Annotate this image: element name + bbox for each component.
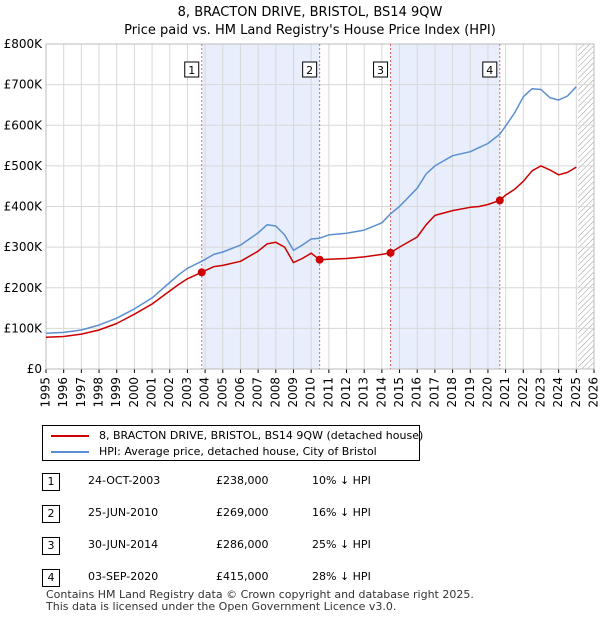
y-tick-label: £0 bbox=[27, 362, 42, 376]
sale-number: 4 bbox=[42, 569, 60, 587]
x-tick-label: 2014 bbox=[374, 377, 388, 408]
x-tick-label: 2023 bbox=[533, 377, 547, 408]
footer: Contains HM Land Registry data © Crown c… bbox=[46, 589, 474, 613]
y-tick-label: £700K bbox=[4, 78, 44, 92]
series-line bbox=[45, 86, 577, 335]
sale-label-number: 3 bbox=[377, 64, 384, 77]
x-tick-label: 2019 bbox=[463, 377, 477, 408]
x-tick-label: 1996 bbox=[56, 377, 70, 408]
x-tick-label: 2012 bbox=[339, 377, 353, 408]
x-tick-label: 2018 bbox=[445, 377, 459, 408]
sale-point bbox=[386, 248, 395, 257]
x-tick-label: 2017 bbox=[427, 377, 441, 408]
legend-property-label: 8, BRACTON DRIVE, BRISTOL, BS14 9QW (det… bbox=[99, 429, 424, 442]
x-tick-label: 2008 bbox=[268, 377, 282, 408]
sale-price: £269,000 bbox=[216, 506, 269, 519]
plot-area: £0 £100K £200K £300K £400K £500K £600K £700K £80… bbox=[4, 37, 600, 408]
sale-label-box bbox=[302, 61, 318, 78]
y-tick-label: £200K bbox=[4, 281, 44, 295]
x-tick-label: 1999 bbox=[109, 377, 123, 408]
x-tick-label: 1995 bbox=[39, 377, 53, 408]
y-tick-label: £800K bbox=[4, 37, 44, 51]
sale-label-box bbox=[184, 61, 200, 78]
y-tick-label: £500K bbox=[4, 159, 44, 173]
x-tick-label: 2020 bbox=[480, 377, 494, 408]
x-tick-label: 2009 bbox=[286, 377, 300, 408]
x-tick-label: 2016 bbox=[410, 377, 424, 408]
chart-subtitle: Price paid vs. HM Land Registry's House … bbox=[124, 23, 496, 38]
x-tick-label: 2002 bbox=[162, 377, 176, 408]
x-tick-label: 2025 bbox=[569, 377, 583, 408]
sale-date: 30-JUN-2014 bbox=[88, 538, 159, 551]
series-line bbox=[45, 165, 577, 339]
x-tick-label: 2004 bbox=[198, 377, 212, 408]
x-tick-label: 2026 bbox=[587, 377, 600, 408]
sale-point bbox=[315, 255, 324, 264]
y-tick-label: £100K bbox=[4, 321, 44, 335]
x-tick-label: 2021 bbox=[498, 377, 512, 408]
y-tick-label: £400K bbox=[4, 200, 44, 214]
legend-property-swatch bbox=[51, 435, 89, 437]
footer-licence: This data is licensed under the Open Gov… bbox=[46, 600, 397, 613]
x-tick-label: 2010 bbox=[304, 377, 318, 408]
sale-label-box bbox=[373, 61, 389, 78]
sale-label-number: 1 bbox=[188, 64, 195, 77]
footer-copyright: Contains HM Land Registry data © Crown c… bbox=[46, 588, 474, 601]
sale-delta: 25% ↓ HPI bbox=[312, 538, 371, 551]
sale-date: 03-SEP-2020 bbox=[88, 570, 159, 583]
sale-date: 24-OCT-2003 bbox=[88, 474, 161, 487]
sale-label-box bbox=[482, 61, 498, 78]
x-tick-label: 1997 bbox=[74, 377, 88, 408]
sale-date: 25-JUN-2010 bbox=[88, 506, 159, 519]
x-tick-label: 2007 bbox=[251, 377, 265, 408]
sale-point bbox=[197, 268, 206, 277]
chart-title: 8, BRACTON DRIVE, BRISTOL, BS14 9QW bbox=[178, 5, 443, 20]
legend-hpi-label: HPI: Average price, detached house, City… bbox=[99, 445, 377, 458]
legend: 8, BRACTON DRIVE, BRISTOL, BS14 9QW (det… bbox=[42, 425, 424, 461]
x-tick-label: 2003 bbox=[180, 377, 194, 408]
legend-hpi-swatch bbox=[51, 451, 89, 453]
price-chart: 8, BRACTON DRIVE, BRISTOL, BS14 9QW Pric… bbox=[4, 5, 600, 408]
x-tick-label: 2006 bbox=[233, 377, 247, 408]
x-tick-label: 2011 bbox=[321, 377, 335, 408]
sale-price: £238,000 bbox=[216, 474, 269, 487]
x-tick-label: 2024 bbox=[551, 377, 565, 408]
x-tick-label: 2015 bbox=[392, 377, 406, 408]
y-tick-label: £600K bbox=[4, 118, 44, 132]
x-tick-label: 1998 bbox=[92, 377, 106, 408]
sale-number: 3 bbox=[42, 537, 60, 555]
x-tick-label: 2013 bbox=[357, 377, 371, 408]
y-tick-label: £300K bbox=[4, 240, 44, 254]
sale-number: 1 bbox=[42, 473, 60, 491]
sale-delta: 28% ↓ HPI bbox=[312, 570, 371, 583]
sale-point bbox=[495, 196, 504, 205]
x-tick-label: 2022 bbox=[516, 377, 530, 408]
sale-price: £286,000 bbox=[216, 538, 269, 551]
x-tick-label: 2005 bbox=[215, 377, 229, 408]
sale-delta: 10% ↓ HPI bbox=[312, 474, 371, 487]
x-tick-label: 2000 bbox=[127, 377, 141, 408]
sale-label-number: 2 bbox=[306, 64, 313, 77]
sale-delta: 16% ↓ HPI bbox=[312, 506, 371, 519]
sale-number: 2 bbox=[42, 505, 60, 523]
sale-label-number: 4 bbox=[486, 64, 493, 77]
sale-price: £415,000 bbox=[216, 570, 269, 583]
x-tick-label: 2001 bbox=[145, 377, 159, 408]
